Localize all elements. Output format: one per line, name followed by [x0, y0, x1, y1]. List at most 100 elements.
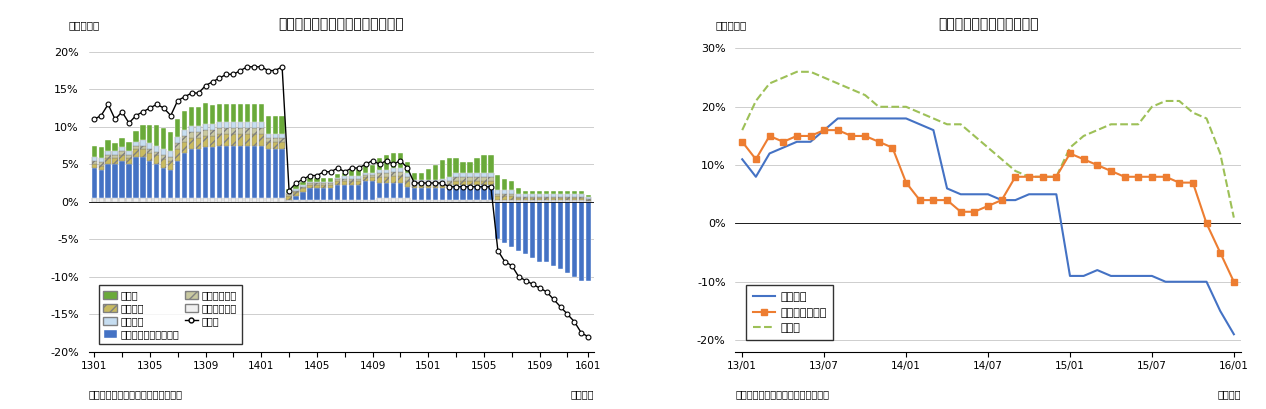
Bar	[230, 128, 235, 134]
Bar	[517, 194, 522, 196]
Bar	[280, 198, 285, 202]
Bar	[419, 184, 424, 188]
Bar	[349, 178, 354, 181]
Bar	[280, 134, 285, 138]
Bar	[411, 184, 417, 188]
Bar	[489, 155, 494, 173]
Bar	[433, 184, 438, 188]
Bar	[294, 185, 299, 189]
Bar	[224, 103, 229, 122]
Bar	[439, 160, 444, 178]
Bar	[342, 176, 347, 178]
Bar	[481, 155, 486, 173]
Bar	[384, 169, 389, 173]
Bar	[377, 177, 382, 183]
Bar	[189, 126, 194, 132]
Bar	[551, 191, 556, 194]
Bar	[147, 198, 152, 202]
Bar	[252, 122, 257, 128]
Bar	[294, 200, 299, 202]
Bar	[119, 160, 124, 198]
Bar	[425, 180, 430, 182]
Bar	[565, 198, 570, 200]
Bar	[168, 151, 173, 157]
Bar	[447, 177, 452, 181]
Bar	[349, 181, 354, 184]
Bar	[216, 146, 222, 198]
Bar	[391, 168, 396, 172]
契約通貨ベース	[817, 128, 832, 133]
契約通貨ベース	[980, 204, 995, 209]
Bar	[113, 198, 118, 202]
Bar	[224, 134, 229, 146]
Bar	[322, 200, 327, 202]
Bar	[579, 196, 584, 198]
ドル円	[1158, 99, 1174, 103]
Bar	[489, 177, 494, 181]
円ベース	[1008, 198, 1023, 202]
ドル円	[1131, 122, 1146, 127]
Bar	[91, 198, 96, 202]
Bar	[447, 184, 452, 188]
Bar	[328, 182, 333, 183]
Bar	[384, 198, 389, 202]
Bar	[467, 162, 472, 173]
Bar	[314, 184, 319, 188]
Bar	[572, 198, 577, 200]
Bar	[113, 143, 118, 151]
Bar	[467, 200, 472, 202]
ドル円	[1022, 174, 1037, 179]
Bar	[503, 200, 508, 202]
ドル円	[967, 133, 982, 138]
ドル円	[953, 122, 968, 127]
Bar	[99, 147, 104, 158]
Bar	[133, 142, 138, 146]
Bar	[216, 134, 222, 146]
Bar	[551, 202, 556, 265]
契約通貨ベース	[1117, 174, 1132, 179]
Bar	[342, 200, 347, 202]
Bar	[433, 200, 438, 202]
円ベース	[1076, 274, 1091, 279]
Bar	[133, 198, 138, 202]
Bar	[91, 157, 96, 160]
ドル円	[1171, 99, 1186, 103]
Bar	[544, 194, 549, 196]
Bar	[405, 173, 410, 177]
契約通貨ベース	[1104, 169, 1119, 173]
Bar	[517, 200, 522, 202]
Bar	[105, 151, 110, 155]
Bar	[572, 194, 577, 196]
円ベース	[734, 157, 749, 162]
Bar	[133, 146, 138, 149]
Bar	[467, 184, 472, 200]
契約通貨ベース	[734, 139, 749, 144]
契約通貨ベース	[844, 133, 860, 138]
Bar	[391, 183, 396, 198]
Bar	[398, 175, 403, 183]
ドル円	[994, 157, 1009, 162]
Bar	[411, 180, 417, 182]
Bar	[586, 195, 591, 197]
Bar	[314, 188, 319, 200]
Bar	[119, 147, 124, 151]
Bar	[398, 153, 403, 168]
Bar	[558, 202, 563, 269]
Bar	[558, 198, 563, 200]
Bar	[154, 124, 160, 146]
Bar	[467, 181, 472, 184]
円ベース	[967, 192, 982, 197]
Bar	[433, 165, 438, 180]
円ベース	[803, 139, 818, 144]
ドル円	[1185, 110, 1200, 115]
Bar	[411, 188, 417, 200]
ドル円	[844, 87, 860, 92]
契約通貨ベース	[1048, 174, 1063, 179]
契約通貨ベース	[899, 180, 914, 185]
Bar	[161, 149, 166, 155]
Bar	[356, 178, 361, 181]
Bar	[370, 173, 375, 175]
Bar	[308, 178, 313, 182]
ドル円	[1048, 174, 1063, 179]
Bar	[475, 181, 480, 184]
